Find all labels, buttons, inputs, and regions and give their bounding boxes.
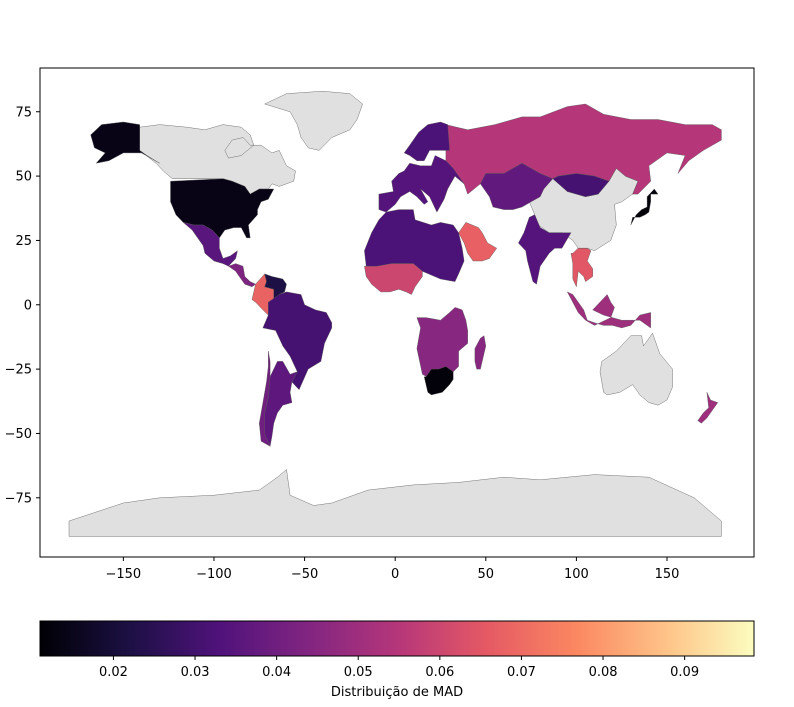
x-tick-label: −100 bbox=[196, 567, 232, 582]
x-tick-label: 50 bbox=[478, 567, 495, 582]
x-tick-label: −150 bbox=[106, 567, 142, 582]
y-tick-label: −75 bbox=[5, 491, 32, 506]
country-region-4 bbox=[599, 332, 673, 406]
country-region-22 bbox=[518, 214, 572, 285]
colorbar-tick-label: 0.05 bbox=[344, 665, 373, 680]
y-tick-label: 75 bbox=[15, 105, 32, 120]
country-region-18 bbox=[364, 263, 423, 295]
y-tick-label: 25 bbox=[15, 234, 32, 249]
country-region-15 bbox=[378, 155, 465, 213]
colorbar-tick-label: 0.07 bbox=[507, 665, 536, 680]
y-tick-label: 50 bbox=[15, 170, 32, 185]
y-tick-label: −50 bbox=[5, 427, 32, 442]
x-tick-label: −50 bbox=[291, 567, 318, 582]
x-axis: −150 −100 −50 0 50 100 150 bbox=[106, 557, 680, 582]
country-region-20 bbox=[480, 162, 553, 210]
colorbar: 0.02 0.03 0.04 0.05 0.06 0.07 0.08 0.09 Distrib… bbox=[39, 620, 755, 700]
country-region-28 bbox=[474, 335, 486, 370]
colorbar-tick-label: 0.04 bbox=[262, 665, 291, 680]
country-region-1 bbox=[264, 90, 363, 151]
colorbar-tick-label: 0.03 bbox=[181, 665, 210, 680]
country-region-23 bbox=[630, 188, 659, 226]
country-region-16 bbox=[404, 121, 450, 161]
colorbar-tick-label: 0.08 bbox=[589, 665, 618, 680]
x-tick-label: 150 bbox=[655, 567, 680, 582]
colorbar-tick-label: 0.06 bbox=[425, 665, 454, 680]
country-region-11 bbox=[262, 291, 332, 390]
y-tick-label: −25 bbox=[5, 363, 32, 378]
country-region-7 bbox=[182, 222, 238, 267]
map-axes: −150 −100 −50 0 50 100 150 75 50 25 0 −25 −50 −75 bbox=[5, 67, 755, 582]
colorbar-tick-label: 0.09 bbox=[670, 665, 699, 680]
colorbar-ticks: 0.02 0.03 0.04 0.05 0.06 0.07 0.08 0.09 bbox=[99, 656, 699, 680]
country-region-25 bbox=[567, 291, 651, 329]
country-region-13 bbox=[259, 350, 271, 447]
colorbar-tick-label: 0.02 bbox=[99, 665, 128, 680]
colorbar-label: Distribuição de MAD bbox=[331, 685, 463, 700]
country-polygons bbox=[68, 90, 722, 537]
country-region-26 bbox=[416, 307, 468, 380]
country-region-2 bbox=[68, 469, 722, 537]
country-region-19 bbox=[458, 222, 497, 262]
y-axis: 75 50 25 0 −25 −50 −75 bbox=[5, 105, 40, 506]
colorbar-gradient bbox=[39, 620, 755, 657]
x-tick-label: 100 bbox=[564, 567, 589, 582]
x-tick-label: 0 bbox=[391, 567, 399, 582]
country-region-24 bbox=[570, 247, 593, 287]
country-region-27 bbox=[424, 366, 454, 396]
country-region-5 bbox=[90, 121, 160, 164]
y-tick-label: 0 bbox=[24, 298, 32, 313]
map-frame bbox=[39, 67, 755, 558]
country-region-21 bbox=[552, 173, 610, 197]
country-region-29 bbox=[697, 392, 718, 424]
